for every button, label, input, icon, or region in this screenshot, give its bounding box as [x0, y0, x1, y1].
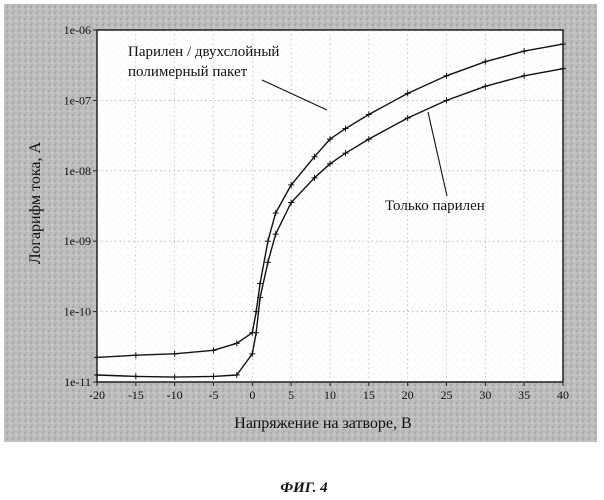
x-tick-label: 15	[363, 388, 375, 402]
x-tick-label: 20	[402, 388, 414, 402]
annotation-parylene-only: Только парилен	[385, 198, 485, 214]
y-tick-label: 1e-11	[64, 375, 91, 389]
x-tick-label: 35	[518, 388, 530, 402]
x-tick-label: 40	[557, 388, 569, 402]
x-tick-label: 30	[479, 388, 491, 402]
figure-caption: ФИГ. 4	[280, 480, 328, 496]
x-tick-label: -15	[128, 388, 144, 402]
y-tick-label: 1e-06	[64, 23, 91, 37]
y-tick-label: 1e-09	[64, 234, 91, 248]
y-axis-label: Логарифм тока, А	[27, 141, 44, 264]
y-tick-label: 1e-08	[64, 164, 91, 178]
x-tick-label: 25	[441, 388, 453, 402]
x-axis-label: Напряжение на затворе, В	[234, 415, 411, 432]
x-tick-label: -10	[167, 388, 183, 402]
annotation-bilayer-line1: Парилен / двухслойный	[128, 44, 279, 60]
y-tick-label: 1e-10	[64, 305, 91, 319]
y-tick-label: 1e-07	[64, 93, 91, 107]
x-tick-label: -20	[89, 388, 105, 402]
x-tick-label: 0	[249, 388, 255, 402]
annotation-bilayer-line2: полимерный пакет	[128, 64, 248, 80]
x-tick-label: -5	[209, 388, 219, 402]
x-tick-label: 5	[288, 388, 294, 402]
x-tick-label: 10	[324, 388, 336, 402]
